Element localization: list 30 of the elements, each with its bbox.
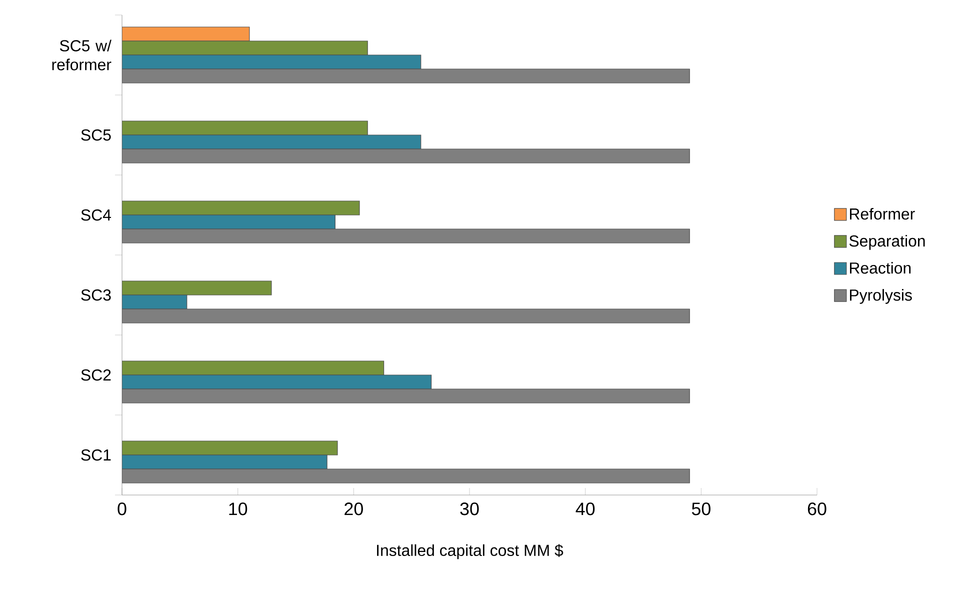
legend-label: Reformer <box>850 208 915 220</box>
bar <box>122 280 272 296</box>
x-tick-label: 10 <box>229 502 248 516</box>
x-tick-label: 40 <box>576 502 595 516</box>
bar <box>122 294 188 310</box>
bar <box>122 440 338 456</box>
bar <box>122 454 328 470</box>
bar <box>122 54 422 70</box>
bar <box>122 200 360 216</box>
bar <box>122 134 422 150</box>
x-tick-label: 50 <box>692 502 710 516</box>
legend-label: Separation <box>849 234 925 250</box>
y-tick-label: SC3 <box>81 289 111 301</box>
x-tick-label: 60 <box>808 502 826 516</box>
y-tick-label: SC5 <box>81 129 111 141</box>
y-tick-label: SC5 w/ reformer <box>52 40 112 70</box>
y-tick-label: SC1 <box>81 449 111 461</box>
bar <box>122 214 336 230</box>
legend-label: Pyrolysis <box>850 289 912 304</box>
legend-label: Reaction <box>850 262 911 274</box>
bar <box>122 120 368 136</box>
x-tick-label: 30 <box>460 502 479 516</box>
bar <box>122 374 432 390</box>
x-tick-label: 20 <box>344 502 363 516</box>
x-axis-title: Installed capital cost MM $ <box>377 544 564 560</box>
bar <box>122 40 368 56</box>
y-tick-label: SC4 <box>81 209 111 221</box>
x-tick-label: 0 <box>118 502 126 516</box>
y-tick-label: SC2 <box>81 369 111 381</box>
bar <box>122 360 384 376</box>
